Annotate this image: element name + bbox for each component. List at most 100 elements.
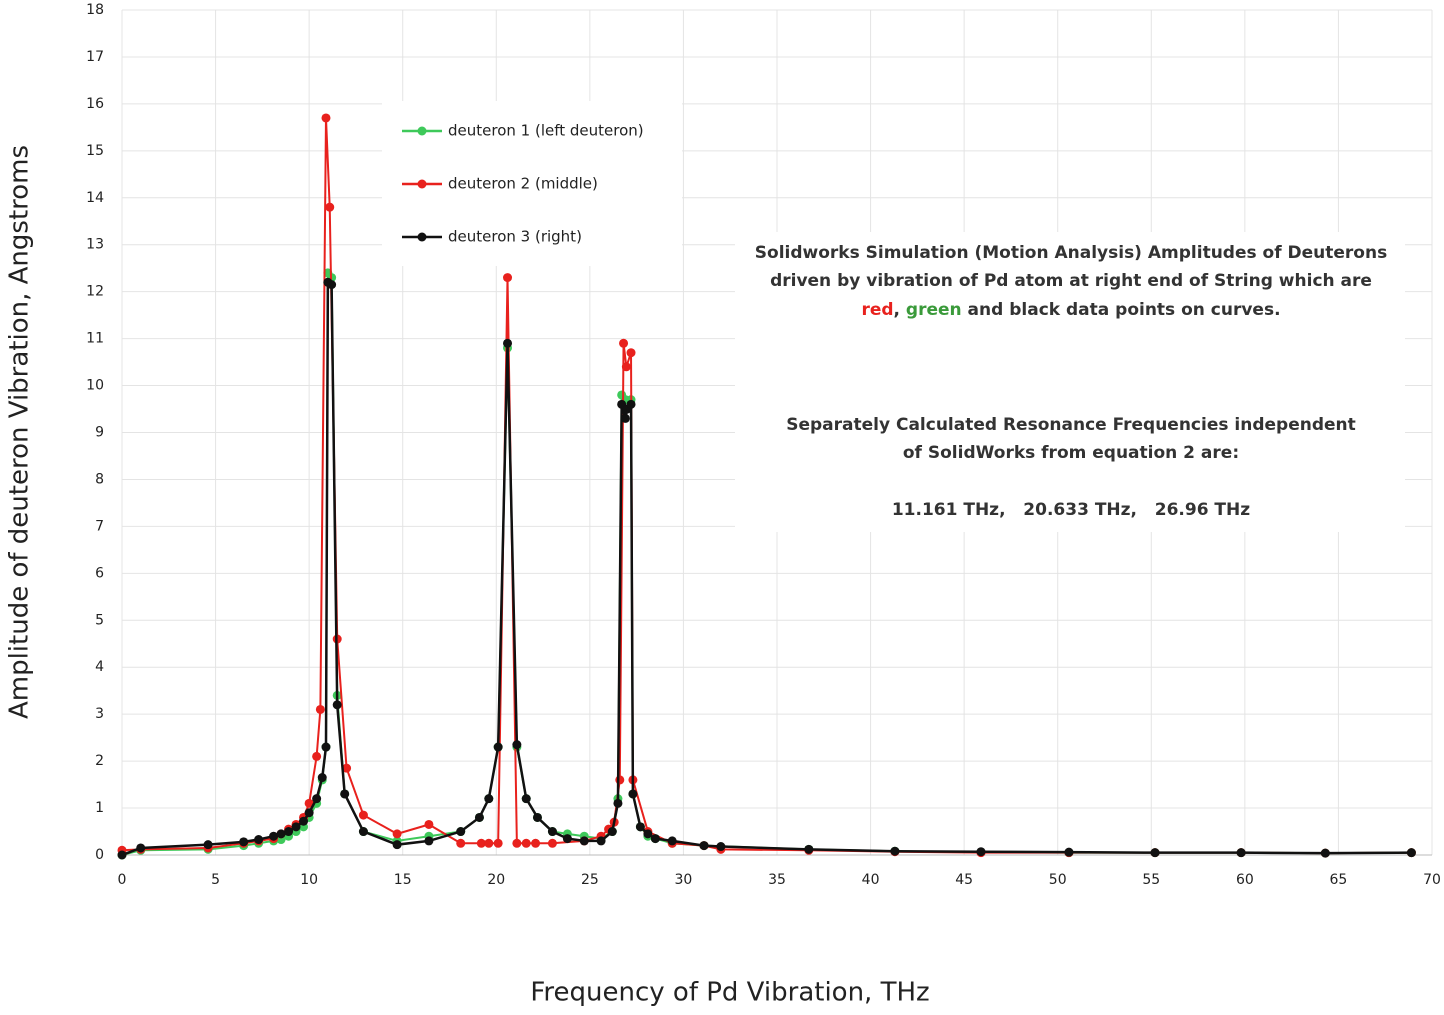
data-point	[626, 348, 636, 358]
y-tick-label: 6	[95, 565, 104, 581]
y-axis-title: Amplitude of deuteron Vibration, Angstro…	[5, 145, 35, 719]
data-point	[358, 810, 368, 820]
data-point	[1150, 848, 1160, 858]
annotation: Separately Calculated Resonance Frequenc…	[786, 415, 1356, 435]
data-point	[976, 847, 986, 857]
data-point	[325, 202, 335, 212]
data-point	[667, 836, 677, 846]
annotation-text: ,	[894, 300, 906, 320]
data-point	[493, 838, 503, 848]
data-point	[136, 843, 146, 853]
data-point	[628, 789, 638, 799]
data-point	[340, 789, 350, 799]
data-point	[596, 836, 606, 846]
y-tick-label: 11	[86, 331, 104, 347]
data-point	[1236, 848, 1246, 858]
y-tick-label: 0	[95, 847, 104, 863]
x-tick-label: 45	[955, 872, 973, 888]
x-tick-label: 0	[118, 872, 127, 888]
annotation: driven by vibration of Pd atom at right …	[770, 271, 1372, 291]
data-point	[276, 829, 286, 839]
data-point	[547, 827, 557, 837]
data-point	[804, 844, 814, 854]
x-tick-label: 60	[1236, 872, 1254, 888]
data-point	[424, 836, 434, 846]
data-point	[1406, 848, 1416, 858]
annotation-text: of SolidWorks from equation 2 are:	[903, 443, 1239, 463]
x-tick-label: 10	[300, 872, 318, 888]
data-point	[291, 822, 301, 832]
data-point	[579, 836, 589, 846]
x-tick-label: 30	[675, 872, 693, 888]
annotation: 11.161 THz, 20.633 THz, 26.96 THz	[892, 500, 1250, 520]
data-point	[304, 808, 314, 818]
data-point	[117, 850, 127, 860]
data-point	[890, 846, 900, 856]
data-point	[650, 834, 660, 844]
data-point	[315, 704, 325, 714]
y-tick-label: 14	[86, 190, 104, 206]
legend-label: deuteron 1 (left deuteron)	[448, 122, 644, 140]
annotation-text: Solidworks Simulation (Motion Analysis) …	[755, 243, 1387, 263]
data-point	[269, 831, 279, 841]
data-point	[327, 280, 337, 290]
x-axis-title: Frequency of Pd Vibration, THz	[530, 978, 929, 1008]
legend-marker	[417, 232, 427, 242]
legend-marker	[417, 126, 427, 136]
data-point	[547, 838, 557, 848]
data-point	[321, 742, 331, 752]
data-point	[512, 838, 522, 848]
x-tick-label: 50	[1049, 872, 1067, 888]
annotation-text: red	[861, 300, 893, 320]
data-point	[620, 413, 630, 423]
y-tick-label: 5	[95, 612, 104, 628]
x-tick-label: 20	[487, 872, 505, 888]
data-point	[392, 829, 402, 839]
y-tick-label: 10	[86, 378, 104, 394]
data-point	[476, 838, 486, 848]
y-tick-label: 8	[95, 471, 104, 487]
data-point	[284, 827, 294, 837]
data-point	[299, 816, 309, 826]
data-point	[424, 819, 434, 829]
x-tick-label: 15	[394, 872, 412, 888]
legend-marker	[417, 179, 427, 189]
data-point	[312, 794, 322, 804]
y-tick-label: 13	[86, 237, 104, 253]
data-point	[342, 763, 352, 773]
data-point	[716, 842, 726, 852]
annotation-text: Separately Calculated Resonance Frequenc…	[786, 415, 1356, 435]
y-tick-label: 2	[95, 753, 104, 769]
data-point	[503, 338, 513, 348]
data-point	[474, 812, 484, 822]
y-tick-label: 12	[86, 284, 104, 300]
data-point	[607, 827, 617, 837]
legend-label: deuteron 3 (right)	[448, 228, 582, 246]
data-point	[456, 827, 466, 837]
y-tick-label: 4	[95, 659, 104, 675]
x-tick-label: 65	[1330, 872, 1348, 888]
y-tick-label: 18	[86, 2, 104, 18]
data-point	[521, 838, 531, 848]
y-tick-label: 1	[95, 800, 104, 816]
x-tick-label: 55	[1142, 872, 1160, 888]
annotation: of SolidWorks from equation 2 are:	[903, 443, 1239, 463]
data-point	[626, 399, 636, 409]
data-point	[635, 822, 645, 832]
x-tick-label: 5	[211, 872, 220, 888]
y-tick-label: 16	[86, 96, 104, 112]
x-tick-label: 35	[768, 872, 786, 888]
data-point	[699, 841, 709, 851]
data-point	[484, 838, 494, 848]
data-point	[312, 751, 322, 761]
annotation-text: driven by vibration of Pd atom at right …	[770, 271, 1372, 291]
y-tick-label: 15	[86, 143, 104, 159]
legend-label: deuteron 2 (middle)	[448, 175, 598, 193]
x-tick-label: 40	[862, 872, 880, 888]
data-point	[358, 827, 368, 837]
data-point	[512, 740, 522, 750]
annotation-text: 11.161 THz, 20.633 THz, 26.96 THz	[892, 500, 1250, 520]
data-point	[613, 798, 623, 808]
data-point	[392, 840, 402, 850]
